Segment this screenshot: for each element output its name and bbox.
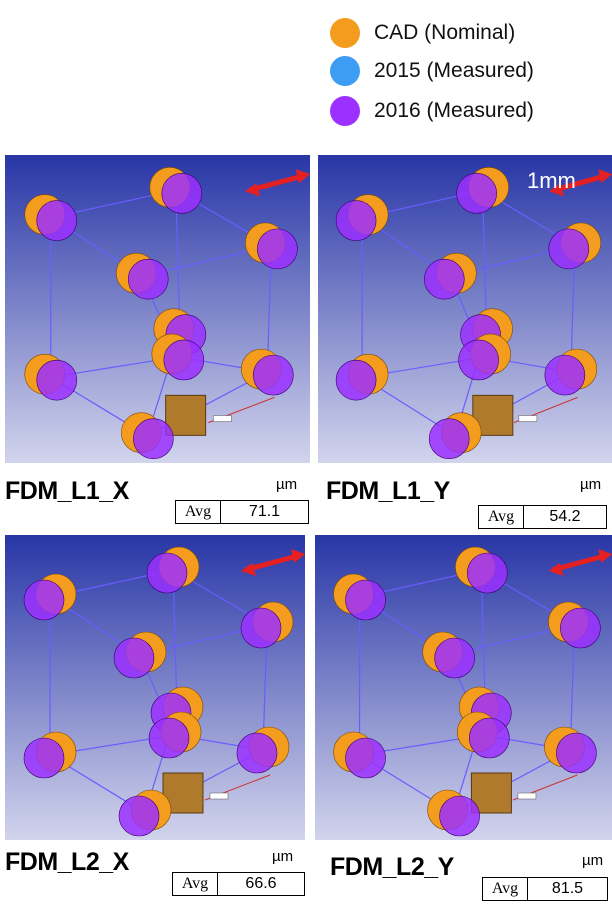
sphere-measured xyxy=(545,355,585,395)
legend-item: 2016 (Measured) xyxy=(330,96,534,126)
legend-swatch xyxy=(330,56,360,86)
sphere-measured xyxy=(346,580,386,620)
sphere-measured xyxy=(556,733,596,773)
unit-label: µm xyxy=(272,848,293,865)
legend-label: 2016 (Measured) xyxy=(374,99,534,123)
sphere-measured xyxy=(24,580,64,620)
sphere-measured xyxy=(429,419,469,459)
avg-label: Avg xyxy=(479,506,524,528)
sphere-measured xyxy=(114,638,154,678)
legend-label: 2015 (Measured) xyxy=(374,59,534,83)
legend-item: 2015 (Measured) xyxy=(330,56,534,86)
sphere-measured xyxy=(469,718,509,758)
sphere-measured xyxy=(149,718,189,758)
sphere-measured xyxy=(549,229,589,269)
legend-item: CAD (Nominal) xyxy=(330,18,515,48)
unit-label: µm xyxy=(582,852,603,869)
panel-title: FDM_L2_X xyxy=(5,848,129,877)
sphere-measured xyxy=(147,553,187,593)
sphere-measured xyxy=(560,608,600,648)
unit-label: µm xyxy=(580,476,601,493)
page: CAD (Nominal) 2015 (Measured) 2016 (Measur… xyxy=(0,0,612,906)
unit-label: µm xyxy=(276,476,297,493)
scale-tag xyxy=(210,793,228,799)
avg-value: 54.2 xyxy=(524,506,606,528)
avg-value: 81.5 xyxy=(528,878,607,900)
sphere-measured xyxy=(459,340,499,380)
sphere-measured xyxy=(257,229,297,269)
scale-label: 1mm xyxy=(527,168,576,194)
cube xyxy=(166,395,206,435)
sphere-measured xyxy=(24,738,64,778)
avg-label: Avg xyxy=(176,501,221,523)
scene xyxy=(318,155,612,463)
sphere-measured xyxy=(133,419,173,459)
avg-label: Avg xyxy=(483,878,528,900)
sphere-measured xyxy=(241,608,281,648)
sphere-measured xyxy=(435,638,475,678)
sphere-measured xyxy=(336,201,376,241)
sphere-measured xyxy=(119,796,159,836)
scale-tag xyxy=(518,793,536,799)
legend-swatch xyxy=(330,18,360,48)
sphere-measured xyxy=(128,259,168,299)
panel-title: FDM_L2_Y xyxy=(330,853,454,882)
scene xyxy=(5,535,305,840)
scene xyxy=(5,155,310,463)
sphere-measured xyxy=(162,173,202,213)
sphere-measured xyxy=(37,360,77,400)
scene xyxy=(315,535,612,840)
sphere-measured xyxy=(467,553,507,593)
scale-tag xyxy=(519,416,537,422)
sphere-measured xyxy=(336,360,376,400)
sphere-measured xyxy=(164,340,204,380)
sphere-measured xyxy=(424,259,464,299)
scale-tag xyxy=(213,416,231,422)
sphere-measured xyxy=(253,355,293,395)
legend-swatch xyxy=(330,96,360,126)
legend-label: CAD (Nominal) xyxy=(374,21,515,45)
sphere-measured xyxy=(346,738,386,778)
sphere-measured xyxy=(37,201,77,241)
sphere-measured xyxy=(457,173,497,213)
avg-label: Avg xyxy=(173,873,218,895)
sphere-measured xyxy=(440,796,480,836)
panel-title: FDM_L1_Y xyxy=(326,477,450,506)
avg-value: 71.1 xyxy=(221,501,308,523)
avg-value: 66.6 xyxy=(218,873,304,895)
sphere-measured xyxy=(237,733,277,773)
panel-title: FDM_L1_X xyxy=(5,477,129,506)
